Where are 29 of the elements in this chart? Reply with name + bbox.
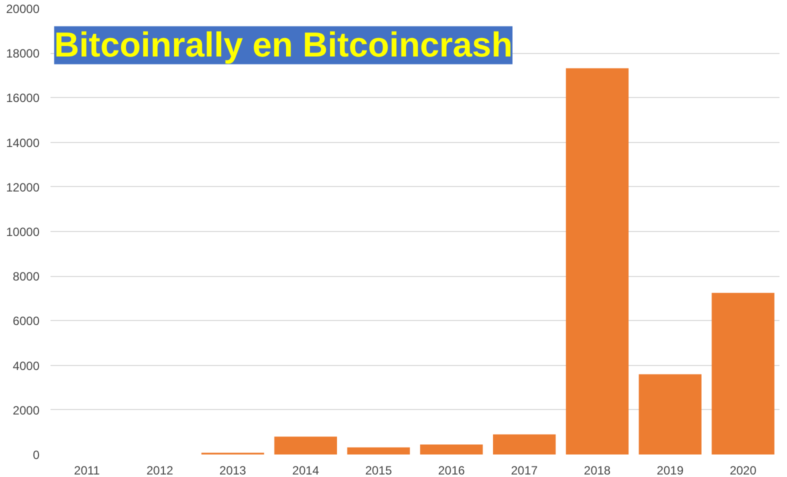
bar (566, 68, 629, 454)
y-tick-label: 12000 (6, 180, 40, 194)
y-tick-label: 10000 (6, 225, 40, 239)
bar (493, 434, 556, 454)
y-tick-label: 2000 (12, 403, 40, 418)
bar (274, 436, 337, 454)
x-tick-label: 2019 (656, 464, 684, 477)
bar (420, 444, 483, 454)
y-tick-label: 0 (32, 448, 40, 462)
x-tick-label: 2020 (730, 464, 757, 477)
x-tick-label: 2017 (511, 464, 538, 477)
x-tick-label: 2015 (365, 464, 392, 477)
y-tick-label: 6000 (12, 314, 40, 328)
y-tick-label: 14000 (6, 136, 40, 150)
x-tick-label: 2018 (584, 464, 611, 477)
x-tick-label: 2016 (438, 464, 466, 477)
bar (638, 374, 702, 454)
x-tick-label: 2011 (74, 464, 100, 477)
x-tick-label: 2014 (292, 464, 320, 477)
bar (712, 292, 774, 454)
x-tick-label: 2013 (219, 464, 246, 477)
x-tick-label: 2012 (146, 464, 174, 477)
y-tick-label: 16000 (6, 91, 40, 106)
y-tick-label: 18000 (6, 46, 40, 61)
y-tick-label: 20000 (6, 2, 40, 16)
text: Bitcoinrally en Bitcoincrash (54, 26, 513, 64)
bar (347, 447, 410, 454)
y-tick-label: 4000 (12, 358, 40, 373)
y-tick-label: 8000 (12, 270, 40, 284)
